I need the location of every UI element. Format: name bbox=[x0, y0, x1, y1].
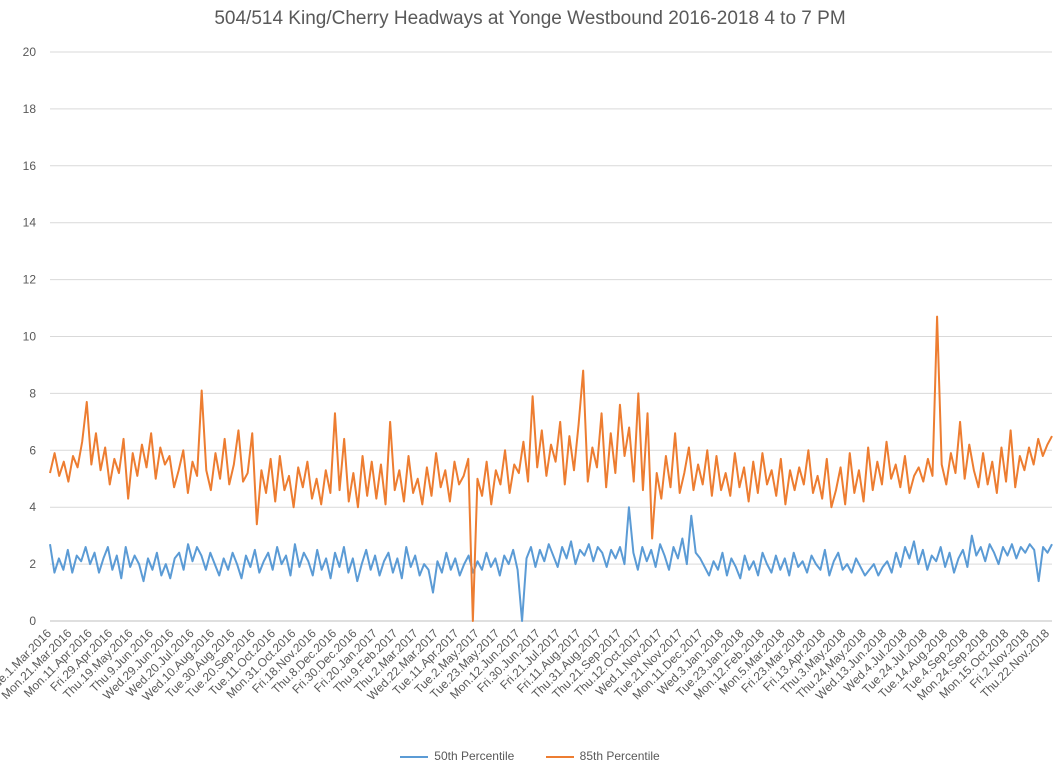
y-tick-label: 4 bbox=[29, 500, 36, 514]
series-line-50th-percentile bbox=[49, 506, 1053, 622]
gridlines bbox=[50, 51, 1052, 622]
y-tick-label: 20 bbox=[23, 45, 37, 59]
y-tick-label: 14 bbox=[23, 216, 37, 230]
y-tick-label: 8 bbox=[29, 386, 36, 400]
y-tick-label: 18 bbox=[23, 102, 37, 116]
legend-label-85th: 85th Percentile bbox=[579, 749, 660, 763]
y-tick-label: 0 bbox=[29, 614, 36, 628]
y-tick-label: 6 bbox=[29, 443, 36, 457]
y-tick-label: 12 bbox=[23, 273, 37, 287]
series-line-85th-percentile bbox=[49, 315, 1053, 622]
legend: 50th Percentile 85th Percentile bbox=[0, 749, 1060, 763]
series-lines bbox=[49, 315, 1053, 622]
y-tick-label: 10 bbox=[23, 330, 37, 344]
legend-swatch-50th bbox=[400, 755, 429, 758]
chart-title: 504/514 King/Cherry Headways at Yonge We… bbox=[214, 8, 846, 29]
legend-item-85th: 85th Percentile bbox=[545, 749, 660, 763]
legend-item-50th: 50th Percentile bbox=[400, 749, 514, 763]
legend-label-50th: 50th Percentile bbox=[434, 749, 515, 763]
legend-swatch-85th bbox=[545, 755, 574, 758]
x-axis-tick-labels: Tue.1.Mar.2016Mon.21.Mar.2016Mon.11.Apr.… bbox=[0, 626, 1052, 704]
y-axis-tick-labels: 0 2 4 6 8 10 12 14 16 18 20 bbox=[23, 45, 37, 628]
y-tick-label: 16 bbox=[23, 159, 37, 173]
y-tick-label: 2 bbox=[29, 557, 36, 571]
